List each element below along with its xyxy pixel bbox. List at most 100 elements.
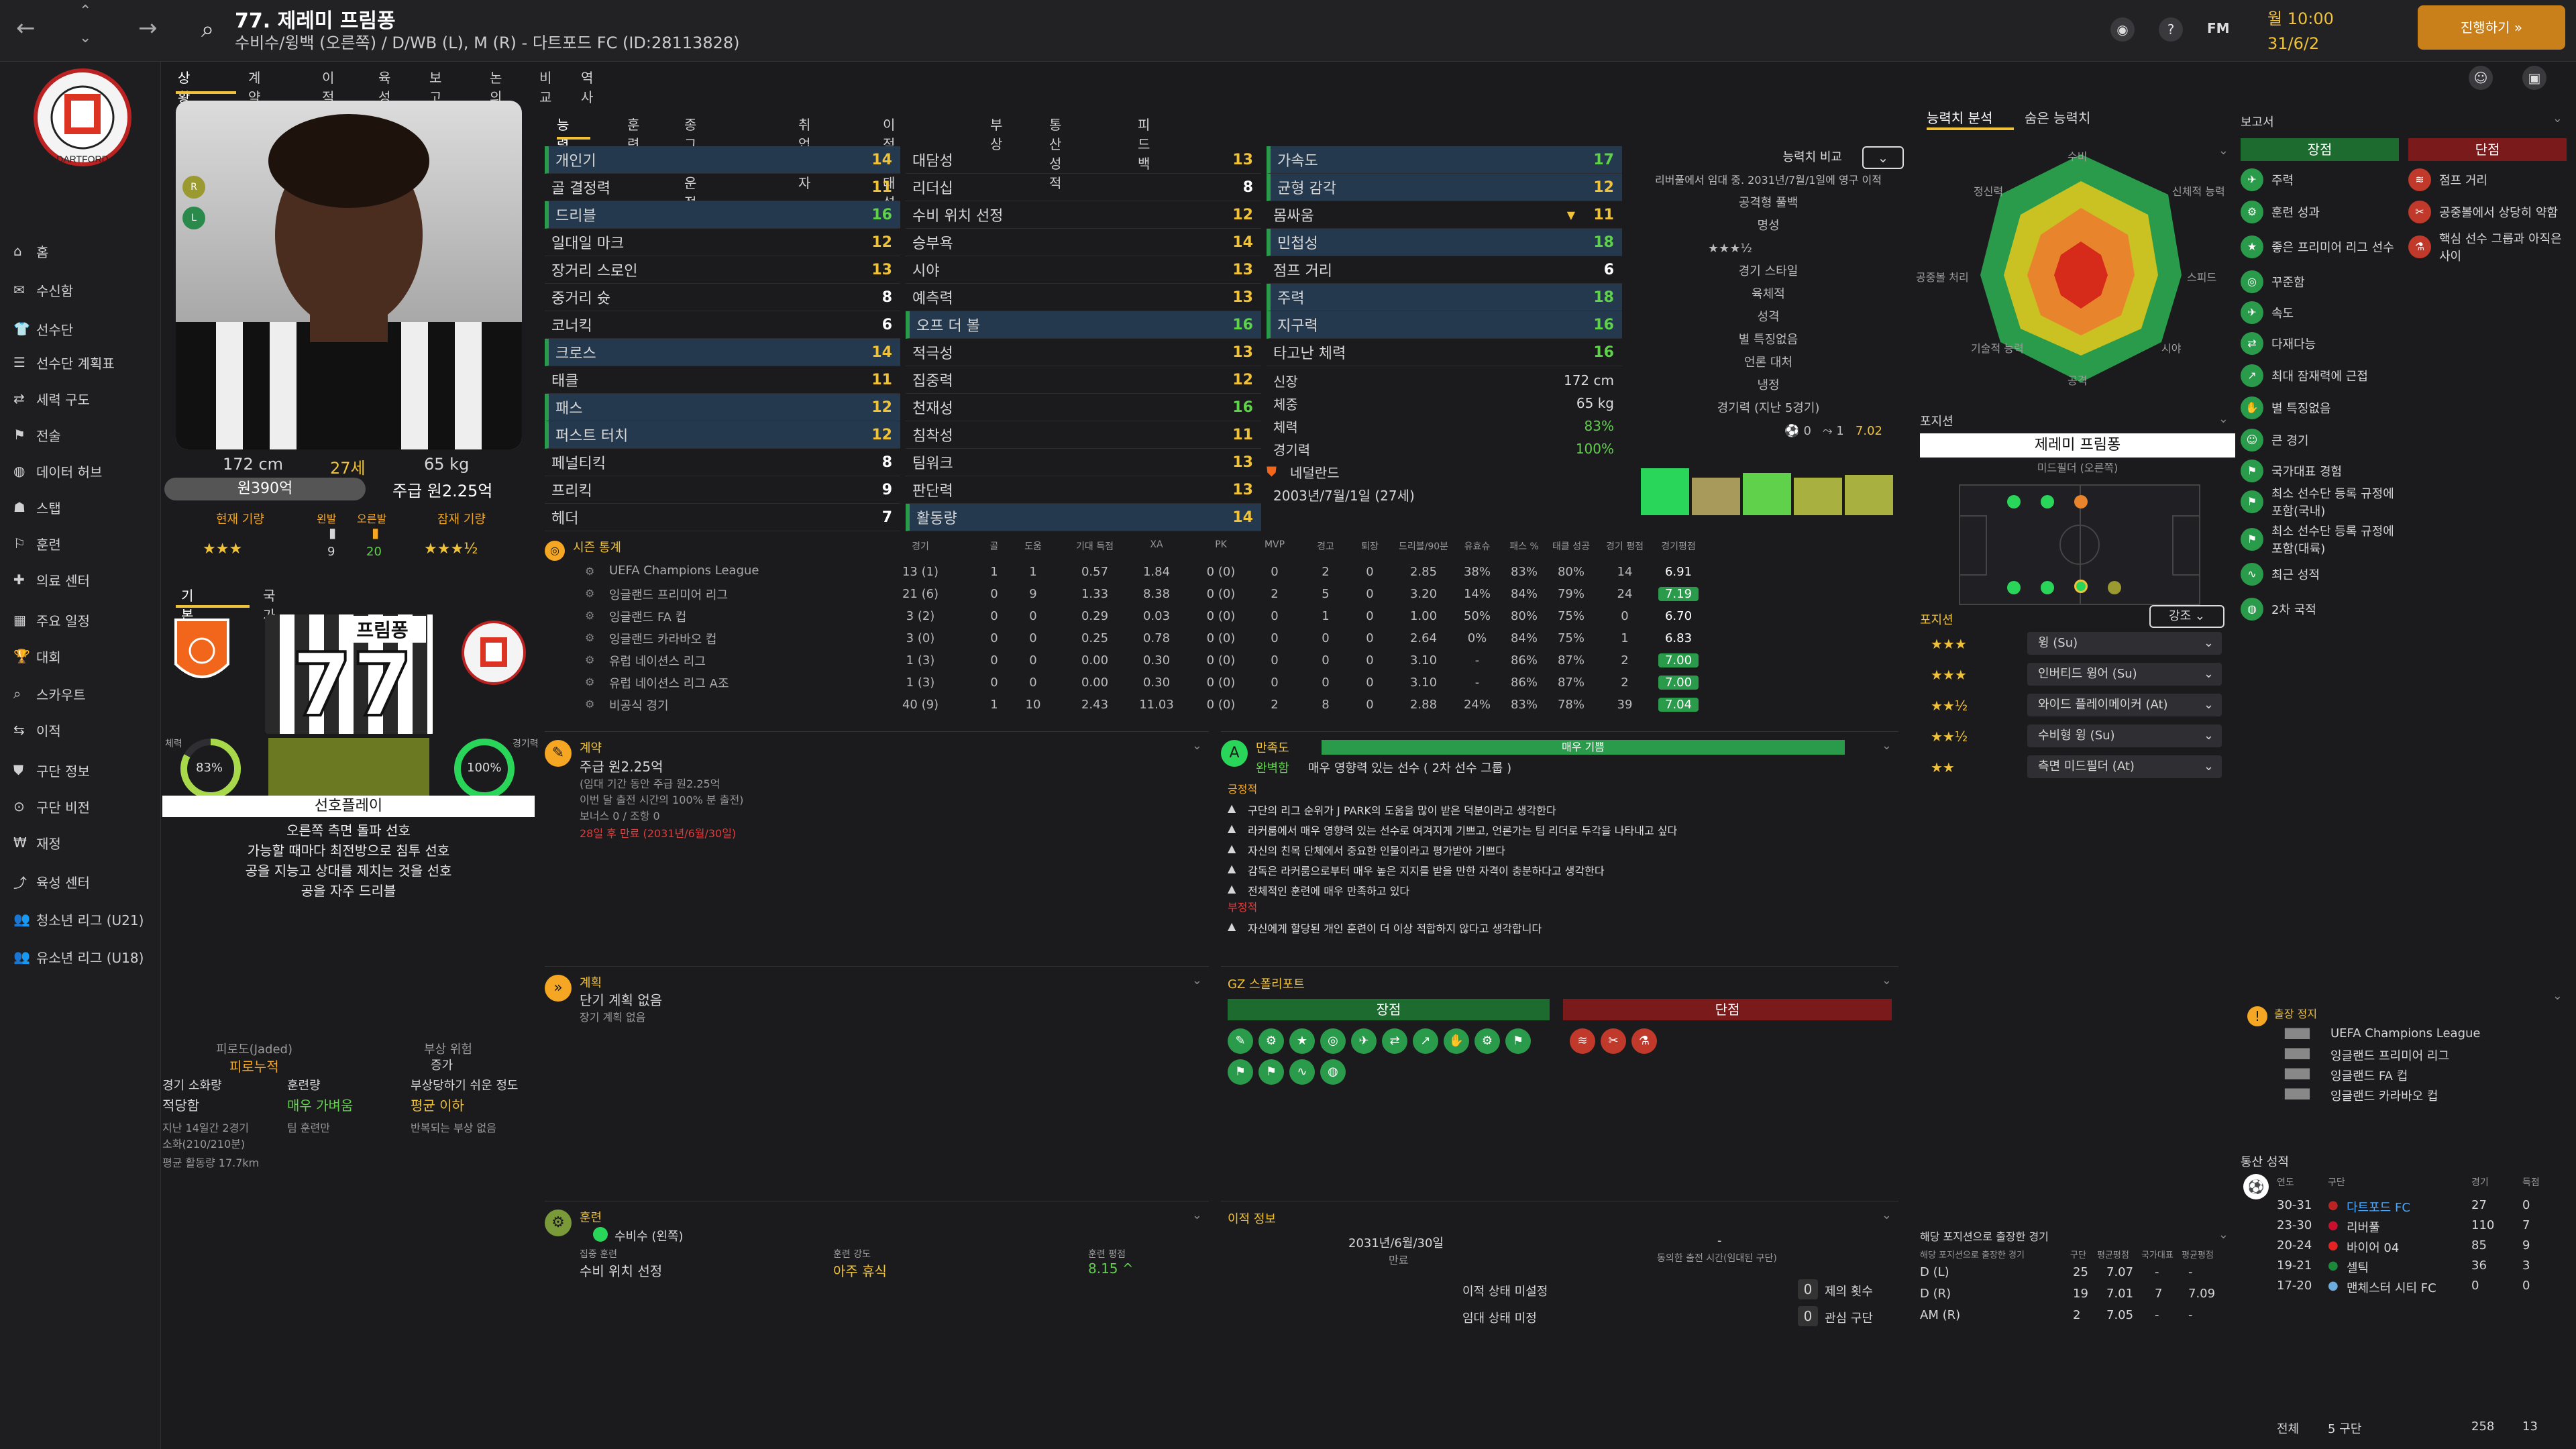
sidebar-item-14[interactable]: ⛊ 구단 정보 (13, 754, 161, 786)
sidebar-item-18[interactable]: 👥 청소년 리그 (U21) (13, 903, 161, 935)
season-table-row[interactable]: ⚙ UEFA Champions League 13 (1) 1 1 0.57 1.84 0 … (545, 561, 1893, 583)
attr-tab-6[interactable]: 통산 성적 (1049, 117, 1062, 191)
sidebar-item-13[interactable]: ⇆ 이적 (13, 714, 161, 746)
sidebar-item-2[interactable]: 👕 선수단 (13, 313, 161, 345)
scout-strength-icon[interactable]: ✋ (1444, 1028, 1469, 1054)
globe-icon[interactable]: ◉ (2110, 17, 2135, 42)
chevron-down-icon[interactable]: ⌄ (1881, 973, 1892, 987)
season-table-row[interactable]: ⚙ 유럽 네이션스 리그 1 (3) 0 0 0.00 0.30 0 (0) 0 0 0 3.10 - 8… (545, 649, 1893, 672)
scout-strength-icon[interactable]: ✎ (1228, 1028, 1253, 1054)
scout-strength-icon[interactable]: ◎ (1320, 1028, 1346, 1054)
scout-strength-icon[interactable]: ∿ (1289, 1059, 1315, 1085)
season-table-row[interactable]: ⚙ 잉글랜드 카라바오 컵 3 (0) 0 0 0.25 0.78 0 (0) 0 0 0 2.64 0… (545, 627, 1893, 649)
chevron-down-icon[interactable]: ⌄ (2218, 144, 2229, 158)
chevron-down-icon[interactable]: ⌄ (1191, 739, 1202, 753)
morale-title[interactable]: 만족도 (1256, 741, 1289, 755)
attr-tab-5[interactable]: 부상 (990, 117, 1003, 152)
strength-dropdown[interactable]: 강조 ⌄ (2149, 605, 2224, 628)
help-icon[interactable]: ? (2159, 17, 2183, 42)
chevron-down-icon[interactable]: ⌄ (2218, 1228, 2229, 1242)
scout-strength-icon[interactable]: ⇄ (1382, 1028, 1407, 1054)
role-dropdown[interactable]: 와이드 플레이메이커 (At) ⌄ (2027, 694, 2222, 716)
player-value[interactable]: 원390억 (164, 478, 366, 500)
chevron-down-icon[interactable]: ⌄ (1881, 739, 1892, 753)
sidebar-item-7[interactable]: ☗ 스탭 (13, 491, 161, 523)
history-club[interactable]: 다트포드 FC (2347, 1201, 2410, 1215)
sidebar-item-10[interactable]: ▦ 주요 일정 (13, 604, 161, 636)
role-dropdown[interactable]: 측면 미드필더 (At) ⌄ (2027, 755, 2222, 778)
role-dropdown[interactable]: 윙 (Su) ⌄ (2027, 632, 2222, 655)
chevron-down-icon[interactable]: ⌄ (79, 30, 92, 46)
chevron-down-icon[interactable]: ⌄ (2218, 412, 2229, 426)
season-table-row[interactable]: ⚙ 비공식 경기 40 (9) 1 10 2.43 11.03 0 (0) 2 8 0 2.88 24%… (545, 694, 1893, 716)
scout-weakness-icon[interactable]: ⚗ (1631, 1028, 1657, 1054)
history-row[interactable]: 17-20 ● 맨체스터 시티 FC 0 0 (2241, 1277, 2563, 1297)
role-dropdown[interactable]: 수비형 윙 (Su) ⌄ (2027, 724, 2222, 747)
search-icon[interactable]: ⌕ (201, 16, 215, 43)
scout-strength-icon[interactable]: ⚙ (1474, 1028, 1500, 1054)
history-row[interactable]: 20-24 ● 바이어 04 85 9 (2241, 1237, 2563, 1257)
chevron-down-icon[interactable]: ⌄ (2552, 111, 2563, 125)
scout-strength-icon[interactable]: ★ (1289, 1028, 1315, 1054)
sidebar-item-9[interactable]: ✚ 의료 센터 (13, 564, 161, 596)
sidebar-item-5[interactable]: ⚑ 전술 (13, 419, 161, 451)
compare-dropdown[interactable]: ⌄ (1862, 146, 1904, 169)
attr-tab-7[interactable]: 피드백 (1138, 117, 1150, 172)
sidebar-item-15[interactable]: ⊙ 구단 비전 (13, 790, 161, 822)
sidebar-item-0[interactable]: ⌂ 홈 (13, 235, 161, 267)
tab-hidden-attributes[interactable]: 숨은 능력치 (2025, 110, 2091, 126)
subtab-6[interactable]: 비교 (539, 70, 552, 105)
chevron-down-icon[interactable]: ⌄ (1191, 973, 1202, 987)
scout-strength-icon[interactable]: ⚙ (1258, 1028, 1284, 1054)
sidebar-item-1[interactable]: ✉ 수신함 (13, 274, 161, 306)
sidebar-item-16[interactable]: ₩ 재정 (13, 826, 161, 859)
sidebar-item-6[interactable]: ◍ 데이터 허브 (13, 455, 161, 487)
role-row[interactable]: ★★½ 수비형 윙 (Su) ⌄ (1920, 724, 2222, 750)
scout-title[interactable]: GZ 스폴리포트 (1228, 977, 1305, 991)
tab-ability-analysis[interactable]: 능력치 분석 (1927, 110, 1993, 126)
history-row[interactable]: 19-21 ● 셀틱 36 3 (2241, 1257, 2563, 1277)
sidebar-item-17[interactable]: ⤴ 육성 센터 (13, 865, 161, 898)
chevron-down-icon[interactable]: ⌄ (1881, 1208, 1892, 1222)
back-arrow-icon[interactable]: ← (16, 15, 36, 42)
scout-weakness-icon[interactable]: ≋ (1570, 1028, 1595, 1054)
sidebar-item-8[interactable]: ⚐ 훈련 (13, 527, 161, 559)
scout-strength-icon[interactable]: ⚑ (1228, 1059, 1253, 1085)
history-row[interactable]: 23-30 ● 리버풀 110 7 (2241, 1217, 2563, 1237)
chevron-down-icon[interactable]: ⌄ (2552, 989, 2563, 1003)
season-table-row[interactable]: ⚙ 잉글랜드 FA 컵 3 (2) 0 0 0.29 0.03 0 (0) 0 1 0 1.00 50%… (545, 605, 1893, 627)
plans-title[interactable]: 계획 (580, 976, 602, 990)
layout-icon[interactable]: ▣ (2522, 66, 2546, 90)
chevron-up-icon[interactable]: ⌃ (79, 3, 92, 19)
continue-button[interactable]: 진행하기 » (2418, 5, 2565, 50)
training-title[interactable]: 훈련 (580, 1211, 602, 1225)
loan-badge-icon[interactable]: L (182, 207, 205, 229)
history-club[interactable]: 바이어 04 (2347, 1241, 2400, 1255)
role-row[interactable]: ★★ 측면 미드필더 (At) ⌄ (1920, 755, 2222, 781)
scout-strength-icon[interactable]: ↗ (1413, 1028, 1438, 1054)
role-badge-icon[interactable]: R (182, 176, 205, 199)
notification-icon[interactable]: ☺ (2469, 66, 2493, 90)
role-row[interactable]: ★★★ 윙 (Su) ⌄ (1920, 632, 2222, 657)
fm-menu[interactable]: FM (2207, 20, 2230, 36)
positions-label[interactable]: 포지션 (1920, 613, 1953, 627)
sidebar-item-12[interactable]: ⌕ 스카우트 (13, 678, 161, 710)
sidebar-item-19[interactable]: 👥 유소년 리그 (U18) (13, 941, 161, 973)
scout-strength-icon[interactable]: ◍ (1320, 1059, 1346, 1085)
contract-title[interactable]: 계약 (580, 741, 602, 755)
role-row[interactable]: ★★½ 와이드 플레이메이커 (At) ⌄ (1920, 694, 2222, 719)
role-row[interactable]: ★★★ 인버티드 윙어 (Su) ⌄ (1920, 663, 2222, 688)
sidebar-item-4[interactable]: ⇄ 세력 구도 (13, 382, 161, 415)
transfer-title[interactable]: 이적 정보 (1228, 1212, 1276, 1226)
sidebar-item-11[interactable]: 🏆 대회 (13, 640, 161, 672)
sidebar-item-3[interactable]: ☰ 선수단 계획표 (13, 346, 161, 378)
season-table-row[interactable]: ⚙ 잉글랜드 프리미어 리그 21 (6) 0 9 1.33 8.38 0 (0) 2 5 0 3.2… (545, 583, 1893, 605)
subtab-7[interactable]: 역사 (581, 70, 594, 105)
scout-strength-icon[interactable]: ⚑ (1258, 1059, 1284, 1085)
forward-arrow-icon[interactable]: → (138, 15, 158, 42)
scout-weakness-icon[interactable]: ✂ (1601, 1028, 1626, 1054)
season-table-row[interactable]: ⚙ 유럽 네이션스 리그 A조 1 (3) 0 0 0.00 0.30 0 (0) 0 0 0 3.1… (545, 672, 1893, 694)
role-dropdown[interactable]: 인버티드 윙어 (Su) ⌄ (2027, 663, 2222, 686)
scout-strength-icon[interactable]: ⚑ (1505, 1028, 1531, 1054)
scout-strength-icon[interactable]: ✈ (1351, 1028, 1377, 1054)
